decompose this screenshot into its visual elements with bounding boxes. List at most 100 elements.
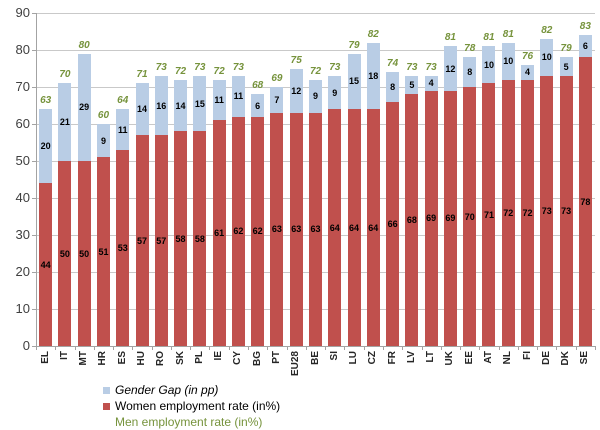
x-axis-label-NL: NL	[502, 351, 514, 365]
men-value-label-IE: 72	[213, 65, 225, 77]
x-axis-label-FR: FR	[386, 351, 398, 365]
men-value-label-SI: 73	[329, 61, 341, 73]
women-value-label-HR: 51	[98, 246, 109, 257]
bar-AT-women	[482, 83, 496, 346]
gap-value-label-CY: 11	[233, 91, 244, 102]
x-tick-29	[595, 346, 596, 350]
men-value-label-DE: 82	[541, 24, 553, 36]
x-tick-12	[267, 346, 269, 350]
x-axis-label-SI: SI	[328, 351, 340, 361]
bar-BG-women	[251, 116, 265, 346]
women-value-label-PL: 58	[194, 233, 205, 244]
gender-gap-swatch-icon	[103, 386, 110, 394]
x-axis-label-CZ: CZ	[367, 351, 379, 365]
gap-value-label-LV: 5	[409, 80, 415, 91]
men-value-label-HU: 71	[136, 69, 148, 81]
gap-value-label-NL: 10	[503, 56, 514, 67]
bar-FI-women	[521, 79, 535, 346]
x-tick-6	[151, 346, 153, 350]
x-tick-26	[537, 346, 539, 350]
x-tick-14	[305, 346, 307, 350]
gridline-80	[36, 50, 595, 51]
x-axis-label-MT: MT	[78, 351, 90, 366]
bar-BE-gap	[309, 79, 322, 113]
gap-value-label-LT: 4	[428, 78, 434, 89]
men-value-label-MT: 80	[78, 39, 90, 51]
x-tick-15	[325, 346, 327, 350]
y-axis-label-20: 20	[15, 264, 30, 279]
gap-value-label-PL: 15	[194, 98, 205, 109]
gap-value-label-IE: 11	[214, 94, 224, 105]
bar-ES-women	[116, 149, 130, 346]
women-value-label-BG: 62	[252, 226, 263, 237]
x-tick-21	[440, 346, 442, 350]
y-tick-40	[32, 198, 36, 199]
bar-UK-gap	[443, 46, 457, 91]
x-axis-label-EU28: EU28	[290, 351, 302, 377]
x-tick-11	[248, 346, 250, 350]
bar-NL-women	[501, 79, 515, 346]
women-value-label-SI: 64	[329, 222, 340, 233]
bar-RO-gap	[154, 75, 168, 136]
y-axis-label-90: 90	[15, 5, 30, 20]
legend-label-gender-gap: Gender Gap (in pp)	[115, 383, 219, 397]
women-value-label-UK: 69	[445, 213, 456, 224]
gap-value-label-UK: 12	[445, 63, 456, 74]
x-tick-18	[382, 346, 384, 350]
x-tick-17	[363, 346, 365, 350]
men-value-label-BG: 68	[252, 80, 264, 92]
y-axis-label-40: 40	[15, 190, 30, 205]
bar-LT-gap	[424, 75, 438, 91]
bar-SE-women	[578, 57, 592, 346]
men-value-label-FR: 74	[387, 58, 399, 70]
bar-FI-gap	[521, 64, 535, 80]
bar-UK-women	[443, 90, 457, 346]
women-value-label-SE: 78	[580, 196, 591, 207]
gap-value-label-FI: 4	[525, 67, 531, 78]
gap-value-label-FR: 8	[390, 82, 396, 92]
gap-value-label-BG: 6	[255, 100, 261, 111]
bar-LT-women	[424, 90, 438, 346]
x-tick-7	[170, 346, 172, 350]
gap-value-label-DK: 5	[563, 61, 569, 72]
gap-value-label-PT: 7	[274, 94, 280, 105]
x-tick-27	[556, 346, 558, 350]
gap-value-label-LU: 15	[349, 76, 360, 87]
bar-IE-women	[212, 120, 226, 346]
x-tick-8	[190, 346, 192, 350]
women-value-label-EU28: 63	[291, 224, 302, 235]
women-value-label-DE: 73	[541, 205, 552, 216]
men-value-label-RO: 73	[155, 61, 167, 73]
x-tick-5	[132, 346, 134, 350]
bar-FR-women	[386, 101, 400, 346]
women-rate-swatch-icon	[103, 402, 110, 410]
x-axis-label-EL: EL	[39, 351, 51, 364]
gap-value-label-AT: 10	[483, 59, 494, 70]
bar-NL-gap	[501, 42, 515, 80]
men-value-label-EE: 78	[464, 43, 476, 55]
y-tick-90	[32, 13, 36, 14]
bar-HR-gap	[96, 124, 110, 158]
bar-CY-women	[231, 116, 245, 346]
bar-EU28-gap	[289, 68, 303, 113]
x-axis-label-LT: LT	[425, 351, 437, 363]
men-value-label-IT: 70	[59, 69, 71, 81]
x-tick-13	[286, 346, 288, 350]
bar-PT-women	[270, 112, 284, 346]
bar-IT-gap	[58, 83, 72, 161]
y-tick-20	[32, 272, 36, 273]
women-value-label-FR: 66	[387, 218, 398, 229]
legend-label-women-rate: Women employment rate (in%)	[115, 399, 281, 413]
gap-value-label-SE: 6	[582, 41, 588, 52]
x-axis-line	[36, 346, 595, 347]
men-value-label-FI: 76	[521, 50, 534, 62]
y-tick-10	[32, 309, 36, 310]
x-tick-25	[517, 346, 519, 350]
y-tick-30	[32, 235, 36, 236]
x-tick-19	[402, 346, 404, 350]
bar-SK-gap	[174, 79, 188, 132]
men-value-label-AT: 81	[483, 32, 495, 44]
y-tick-0	[32, 346, 36, 347]
legend-label-men-rate: Men employment rate (in%)	[115, 415, 263, 429]
